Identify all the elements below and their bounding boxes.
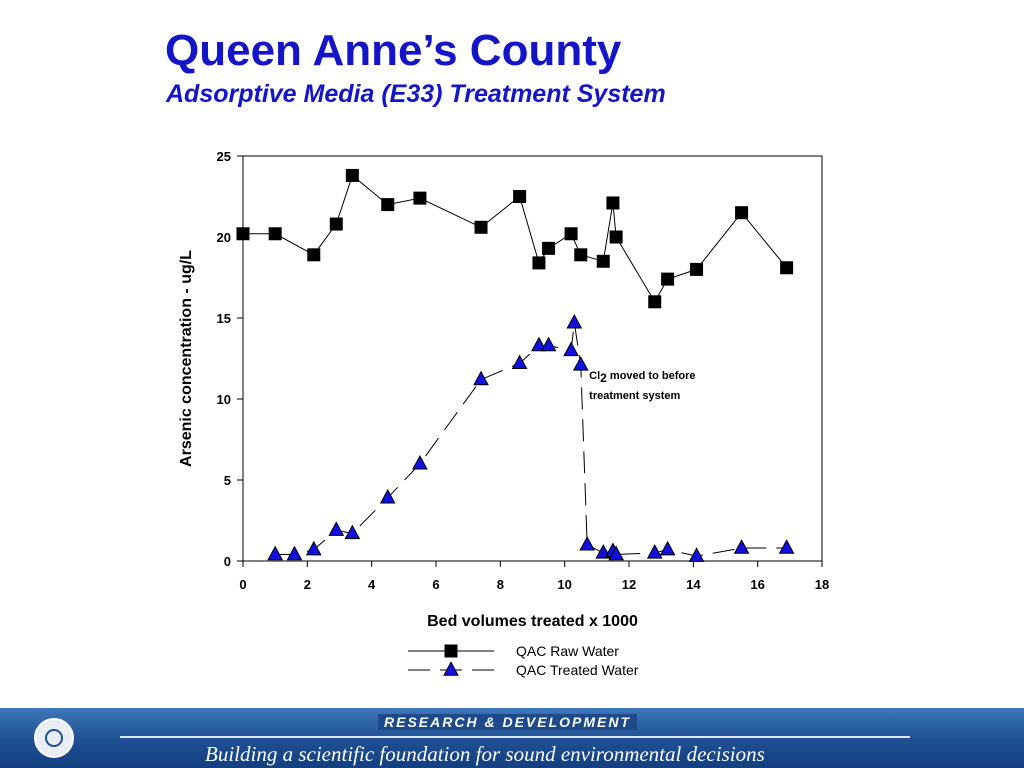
y-tick-label: 15 [217,311,231,326]
treated-water-point [563,341,579,357]
x-tick-label: 12 [622,577,636,592]
x-tick-label: 6 [432,577,439,592]
raw-water-point [268,227,282,241]
y-axis-label: Arsenic concentration - ug/L [178,250,195,467]
x-axis-label: Bed volumes treated x 1000 [427,613,638,630]
slide-subtitle: Adsorptive Media (E33) Treatment System [166,80,666,108]
x-tick-label: 0 [239,577,246,592]
treated-water-point [733,539,750,554]
raw-water-point [609,230,623,244]
x-tick-label: 14 [686,577,701,592]
arsenic-chart: 0 2 4 6 8 10 12 14 16 18 0 5 10 15 20 25 Cl2 moved to b… [178,149,830,678]
chart-series-layer [236,168,795,562]
annotation-line2: treatment system [589,390,680,402]
x-tick-label: 16 [750,577,764,592]
treated-water-point [305,540,322,556]
raw-water-point [413,191,427,205]
treated-water-point [608,545,624,561]
footer-divider [120,736,910,738]
treated-water-point [566,314,583,329]
x-tick-label: 2 [304,577,311,592]
raw-water-point [474,220,488,234]
x-tick-label: 8 [497,577,504,592]
y-tick-label: 20 [217,230,231,245]
raw-water-point [780,261,794,275]
treated-water-point [344,524,361,540]
chart-axes-layer: 0 2 4 6 8 10 12 14 16 18 0 5 10 15 20 25 [217,149,830,592]
raw-water-point [564,227,578,241]
raw-water-point [307,248,321,262]
raw-water-point [532,256,546,270]
x-tick-label: 4 [368,577,376,592]
treated-water-point [328,521,345,536]
legend-label: QAC Treated Water [516,662,639,678]
research-development-label: RESEARCH & DEVELOPMENT [378,714,638,730]
treated-water-point [511,354,528,370]
treated-water-line [275,322,787,557]
raw-water-point [648,295,662,309]
footer-banner: RESEARCH & DEVELOPMENT Building a scient… [0,708,1024,768]
footer-tagline: Building a scientific foundation for sou… [205,742,765,766]
treated-water-point [286,545,303,561]
y-tick-label: 10 [217,392,231,407]
raw-water-point [329,217,343,231]
treated-water-point [473,370,489,386]
y-tick-label: 25 [217,149,231,164]
treated-water-point [688,547,705,562]
chart-annotation-layer: Cl2 moved to before treatment system [589,370,695,402]
raw-water-point [690,262,704,276]
x-tick-label: 10 [557,577,571,592]
epa-seal-icon [34,718,74,758]
raw-water-point [596,254,610,268]
x-tick-label: 18 [815,577,829,592]
raw-water-point [236,227,250,241]
chart-legend: QAC Raw Water QAC Treated Water [408,643,639,678]
raw-water-point [381,198,395,212]
raw-water-point [735,206,749,220]
raw-water-point [661,272,675,286]
treated-water-point [659,540,676,556]
legend-marker [443,661,459,676]
slide-title: Queen Anne’s County [165,26,622,75]
legend-marker [444,644,458,658]
raw-water-point [574,248,588,262]
raw-water-point [345,168,359,182]
treated-water-point [579,535,596,551]
treated-water-point [267,545,284,561]
y-tick-label: 0 [224,554,231,569]
treated-water-point [646,544,663,559]
treated-water-point [778,539,795,554]
treated-water-point [412,454,428,470]
treated-water-point [379,488,396,504]
legend-label: QAC Raw Water [516,643,619,659]
annotation-line1: Cl2 moved to before [589,370,695,385]
treated-water-point [540,336,557,352]
treated-water-point [531,336,547,352]
plot-frame [242,155,823,562]
treated-water-point [572,356,589,371]
raw-water-point [513,190,527,203]
y-tick-label: 5 [224,473,231,488]
raw-water-point [542,241,556,255]
raw-water-point [606,196,620,210]
